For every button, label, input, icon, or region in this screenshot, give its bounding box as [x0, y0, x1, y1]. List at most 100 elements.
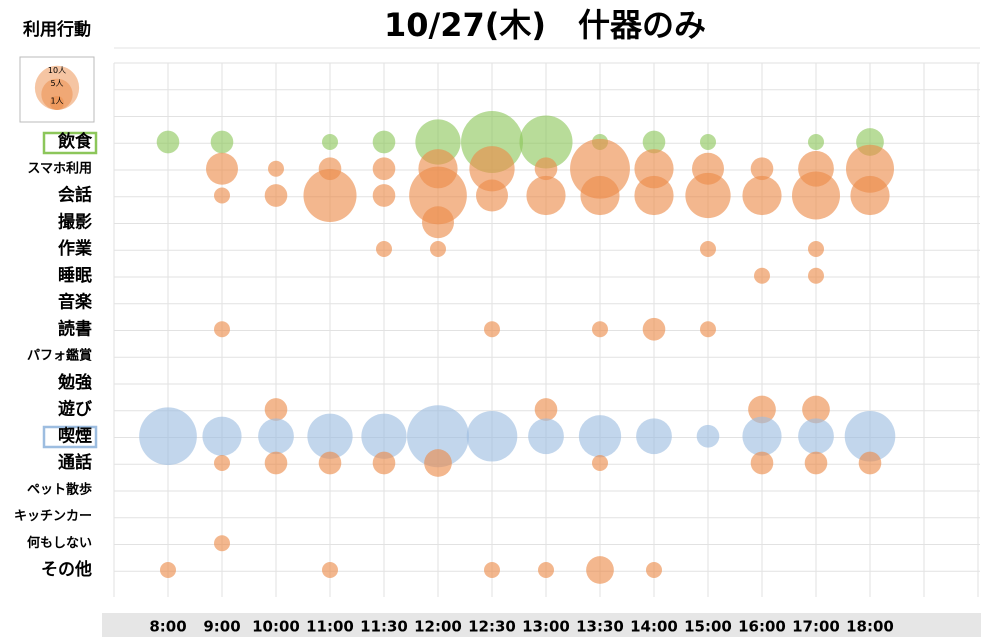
- bubble: [214, 455, 230, 471]
- x-axis-band: [102, 613, 981, 637]
- bubble: [484, 321, 500, 338]
- bubble: [642, 317, 666, 341]
- y-tick-label: 撮影: [58, 211, 92, 232]
- bubble: [580, 175, 620, 216]
- y-tick-label: その他: [41, 559, 92, 580]
- bubble: [469, 146, 515, 192]
- x-tick-label: 12:30: [468, 618, 516, 636]
- x-tick-label: 17:00: [792, 618, 840, 636]
- bubble: [636, 418, 672, 455]
- bubble: [526, 175, 566, 216]
- bubble: [322, 562, 338, 578]
- label-highlight: [42, 131, 98, 155]
- y-tick-label: 遊び: [58, 399, 92, 420]
- bubble: [156, 130, 180, 154]
- chart-title: 10/27(木) 什器のみ: [384, 6, 706, 44]
- bubble: [685, 172, 731, 219]
- x-tick-label: 8:00: [149, 618, 186, 636]
- bubble: [696, 424, 720, 448]
- bubble: [376, 241, 392, 257]
- bubble: [592, 321, 608, 338]
- bubble: [700, 134, 716, 150]
- y-tick-label: 喫煙: [58, 426, 92, 446]
- bubble: [372, 130, 396, 154]
- bubble: [422, 206, 454, 239]
- y-tick-label: キッチンカー: [14, 509, 92, 524]
- bubble: [372, 451, 396, 475]
- x-tick-label: 13:30: [576, 618, 624, 636]
- x-tick-label: 12:00: [414, 618, 462, 636]
- bubble: [804, 451, 828, 475]
- bubble: [264, 451, 288, 475]
- bubble: [430, 241, 446, 257]
- y-tick-label: 飲食: [57, 131, 93, 152]
- x-tick-label: 11:00: [306, 618, 354, 636]
- bubble: [372, 184, 396, 207]
- x-tick-label: 15:00: [684, 618, 732, 636]
- bubble: [750, 451, 774, 475]
- bubble: [592, 455, 608, 471]
- bubble: [742, 175, 782, 216]
- y-tick-label: 読書: [58, 318, 92, 339]
- legend-bubble: [50, 96, 64, 110]
- bubble: [750, 157, 774, 181]
- y-tick-label: パフォ鑑賞: [27, 348, 92, 364]
- bubble: [322, 134, 338, 150]
- bubble: [264, 398, 288, 421]
- bubble: [634, 175, 674, 216]
- bubble: [519, 115, 573, 169]
- bubble: [466, 410, 518, 462]
- bubble: [407, 405, 469, 468]
- bubble: [303, 168, 357, 223]
- labels: 8:00 9:00 10:00 11:00 11:30 12:00 12:30 13:00 13…: [14, 131, 894, 636]
- bubble: [210, 130, 234, 154]
- bubble: [858, 451, 882, 475]
- bubble: [202, 416, 242, 456]
- bubble: [538, 562, 554, 578]
- bubble: [206, 152, 238, 185]
- bubble: [700, 241, 716, 257]
- bubble: [264, 184, 288, 207]
- bubble: [578, 415, 622, 458]
- bubble: [844, 410, 896, 462]
- bubble: [808, 267, 824, 284]
- x-tick-label: 16:00: [738, 618, 786, 636]
- bubble: [484, 562, 500, 578]
- label-highlight: [42, 425, 98, 449]
- y-axis-label: 利用行動: [23, 19, 91, 40]
- legend-label: 1人: [50, 97, 63, 106]
- x-tick-label: 13:00: [522, 618, 570, 636]
- y-tick-label: 勉強: [57, 372, 92, 393]
- bubble: [476, 179, 508, 212]
- bubble: [214, 321, 230, 338]
- bubble: [748, 395, 776, 424]
- y-tick-label: 睡眠: [58, 265, 92, 286]
- bubble: [534, 157, 558, 181]
- bubble: [754, 267, 770, 284]
- y-tick-label: ペット散歩: [27, 481, 92, 497]
- bubble: [700, 321, 716, 338]
- bubble: [792, 171, 840, 220]
- bubble: [409, 166, 467, 225]
- x-tick-label: 11:30: [360, 618, 408, 636]
- bubbles: [139, 111, 896, 584]
- bubble: [361, 413, 407, 459]
- x-tick-label: 9:00: [203, 618, 240, 636]
- y-tick-label: 何もしない: [27, 535, 92, 551]
- bubble: [808, 241, 824, 257]
- y-tick-label: 通話: [58, 452, 92, 473]
- bubble: [214, 535, 230, 552]
- y-tick-label: 作業: [58, 238, 92, 259]
- bubble: [139, 407, 197, 466]
- bubble: [258, 418, 294, 455]
- legend-bubble: [41, 78, 73, 110]
- bubble: [742, 416, 782, 456]
- x-tick-label: 10:00: [252, 618, 300, 636]
- bubble: [808, 134, 824, 150]
- y-tick-label: 会話: [58, 185, 92, 206]
- bubble: [850, 175, 890, 216]
- bubble: [534, 398, 558, 421]
